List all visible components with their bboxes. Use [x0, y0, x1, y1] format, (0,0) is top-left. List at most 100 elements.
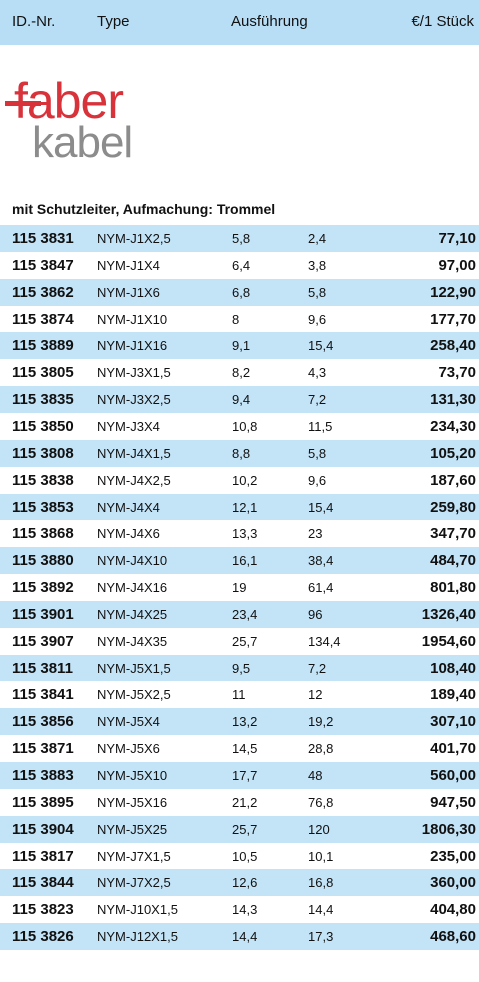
item-price: 307,10 [430, 713, 476, 731]
item-id: 115 3901 [12, 605, 74, 623]
table-row: 115 3874 NYM-J1X10 8 9,6 177,70 [0, 306, 479, 333]
item-id: 115 3868 [12, 525, 74, 543]
item-price: 347,70 [430, 525, 476, 543]
item-id: 115 3835 [12, 391, 74, 409]
item-price: 77,10 [438, 230, 476, 247]
table-row: 115 3871 NYM-J5X6 14,5 28,8 401,70 [0, 735, 479, 762]
item-weight: 134,4 [308, 633, 341, 649]
column-header: Ausführung [231, 13, 308, 30]
item-id: 115 3808 [12, 444, 74, 462]
item-price: 484,70 [430, 552, 476, 570]
item-weight: 15,4 [308, 338, 334, 354]
item-diameter: 23,4 [232, 606, 258, 622]
item-type: NYM-J1X10 [97, 311, 168, 327]
item-weight: 16,8 [308, 875, 334, 891]
table-row: 115 3808 NYM-J4X1,5 8,8 5,8 105,20 [0, 439, 479, 467]
item-price: 258,40 [430, 337, 476, 355]
item-type: NYM-J5X2,5 [97, 687, 171, 703]
item-id: 115 3856 [12, 713, 74, 731]
item-diameter: 25,7 [232, 633, 258, 649]
item-price: 131,30 [430, 391, 476, 409]
item-price: 122,90 [430, 283, 476, 301]
table-row: 115 3841 NYM-J5X2,5 11 12 189,40 [0, 681, 479, 708]
item-diameter: 10,2 [232, 472, 258, 488]
item-weight: 4,3 [308, 365, 327, 381]
item-id: 115 3811 [12, 659, 73, 677]
table-row: 115 3826 NYM-J12X1,5 14,4 17,3 468,60 [0, 923, 479, 950]
item-type: NYM-J4X16 [97, 580, 168, 596]
table-row: 115 3853 NYM-J4X4 12,1 15,4 259,80 [0, 493, 479, 521]
item-weight: 48 [308, 768, 323, 783]
item-id: 115 3844 [12, 874, 74, 892]
item-weight: 15,4 [308, 499, 334, 515]
table-row: 115 3844 NYM-J7X2,5 12,6 16,8 360,00 [0, 869, 479, 897]
item-id: 115 3853 [12, 498, 74, 516]
item-price: 108,40 [430, 659, 476, 677]
item-type: NYM-J1X4 [97, 257, 160, 273]
item-diameter: 14,3 [232, 902, 258, 918]
item-weight: 17,3 [308, 929, 334, 945]
table-row: 115 3901 NYM-J4X25 23,4 96 1326,40 [0, 600, 479, 628]
item-weight: 14,4 [308, 902, 334, 918]
item-diameter: 14,4 [232, 929, 258, 945]
table-row: 115 3880 NYM-J4X10 16,1 38,4 484,70 [0, 547, 479, 575]
column-header: €/1 Stück [411, 13, 474, 30]
table-row: 115 3868 NYM-J4X6 13,3 23 347,70 [0, 520, 479, 547]
item-price: 97,00 [438, 256, 476, 274]
item-type: NYM-J1X6 [97, 284, 160, 300]
item-type: NYM-J3X1,5 [97, 365, 171, 381]
item-price: 105,20 [430, 444, 476, 462]
item-type: NYM-J10X1,5 [97, 902, 178, 918]
item-weight: 5,8 [308, 445, 327, 461]
item-type: NYM-J4X10 [97, 553, 168, 569]
logo-bar [5, 101, 41, 106]
item-type: NYM-J5X1,5 [97, 660, 171, 676]
item-diameter: 11 [232, 687, 246, 703]
item-id: 115 3862 [12, 283, 74, 301]
item-diameter: 9,5 [232, 660, 251, 676]
item-id: 115 3892 [12, 579, 74, 597]
item-price: 1806,30 [421, 820, 476, 838]
item-type: NYM-J5X16 [97, 794, 168, 810]
item-weight: 19,2 [308, 714, 334, 730]
item-id: 115 3805 [12, 364, 74, 382]
item-type: NYM-J4X35 [97, 633, 168, 649]
item-id: 115 3907 [12, 632, 74, 650]
item-weight: 9,6 [308, 311, 327, 327]
item-weight: 12 [308, 687, 323, 703]
item-weight: 96 [308, 606, 323, 622]
item-weight: 9,6 [308, 472, 327, 488]
item-price: 234,30 [430, 417, 476, 435]
item-price: 401,70 [430, 740, 476, 758]
item-type: NYM-J7X2,5 [97, 875, 171, 891]
table-row: 115 3856 NYM-J5X4 13,2 19,2 307,10 [0, 708, 479, 736]
item-diameter: 19 [232, 580, 247, 596]
table-row: 115 3805 NYM-J3X1,5 8,2 4,3 73,70 [0, 359, 479, 386]
item-weight: 2,4 [308, 231, 327, 246]
item-weight: 76,8 [308, 794, 334, 810]
item-diameter: 8,8 [232, 445, 251, 461]
item-diameter: 13,2 [232, 714, 258, 730]
item-diameter: 10,5 [232, 848, 258, 864]
logo-text: kabel [32, 118, 133, 167]
item-diameter: 6,4 [232, 257, 251, 273]
item-type: NYM-J1X16 [97, 338, 168, 354]
item-id: 115 3871 [12, 740, 74, 758]
column-header: Type [97, 13, 130, 30]
item-diameter: 12,1 [232, 499, 258, 515]
item-diameter: 10,8 [232, 418, 258, 434]
table-row: 115 3835 NYM-J3X2,5 9,4 7,2 131,30 [0, 386, 479, 413]
table-row: 115 3817 NYM-J7X1,5 10,5 10,1 235,00 [0, 843, 479, 870]
item-price: 189,40 [430, 686, 476, 704]
table-row: 115 3883 NYM-J5X10 17,7 48 560,00 [0, 762, 479, 789]
item-weight: 11,5 [308, 418, 333, 434]
item-price: 947,50 [430, 793, 476, 811]
column-header: ID.-Nr. [12, 13, 56, 30]
item-id: 115 3895 [12, 793, 74, 811]
item-diameter: 13,3 [232, 526, 258, 542]
table-row: 115 3831 NYM-J1X2,5 5,8 2,4 77,10 [0, 225, 479, 252]
item-type: NYM-J3X4 [97, 418, 160, 434]
item-type: NYM-J1X2,5 [97, 231, 171, 246]
table-row: 115 3847 NYM-J1X4 6,4 3,8 97,00 [0, 252, 479, 279]
